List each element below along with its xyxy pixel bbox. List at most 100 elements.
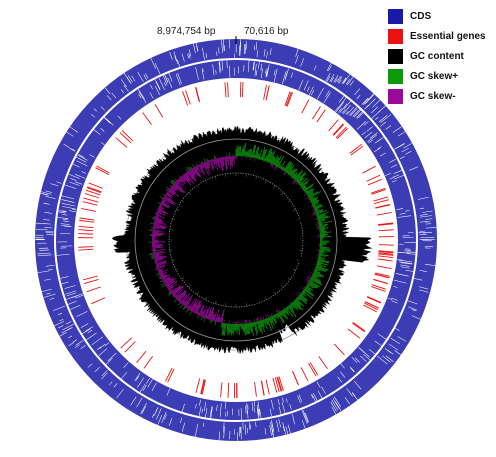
gc-skew-secondary-mark bbox=[295, 182, 298, 185]
essential-gene-mark bbox=[83, 278, 99, 284]
gc-skew-negative-mark bbox=[153, 255, 160, 258]
legend-label-gc-skew-minus: GC skew- bbox=[410, 90, 456, 102]
gc-skew-positive-mark bbox=[314, 269, 318, 272]
gc-skew-positive-mark bbox=[285, 307, 289, 312]
cds-gap-mark bbox=[401, 262, 412, 265]
cds-gap-mark bbox=[313, 65, 317, 71]
cds-gap-mark bbox=[270, 422, 274, 436]
gc-skew-negative-mark bbox=[163, 197, 174, 204]
gc-skew-negative-mark bbox=[174, 182, 185, 193]
essential-gene-mark bbox=[87, 186, 102, 193]
cds-gap-mark bbox=[77, 154, 88, 161]
gc-skew-negative-mark bbox=[170, 186, 177, 191]
gc-skew-positive-mark bbox=[261, 149, 266, 161]
gc-skew-positive-mark bbox=[254, 147, 258, 159]
gc-skew-negative-mark bbox=[201, 309, 206, 317]
essential-gene-mark bbox=[86, 286, 102, 293]
essential-gene-mark bbox=[278, 376, 284, 391]
cds-gap-mark bbox=[123, 84, 129, 92]
essential-gene-mark bbox=[352, 322, 365, 333]
essential-gene-mark bbox=[350, 145, 364, 156]
gc-skew-positive-mark bbox=[295, 172, 306, 182]
gc-skew-secondary-mark bbox=[292, 179, 295, 183]
cds-gap-mark bbox=[313, 392, 318, 401]
cds-gap-mark bbox=[368, 139, 374, 144]
gc-skew-negative-mark bbox=[173, 294, 177, 297]
cds-gap-mark bbox=[397, 336, 407, 342]
gc-skew-positive-mark bbox=[270, 155, 275, 164]
gc-skew-positive-mark bbox=[297, 296, 302, 301]
cds-gap-mark bbox=[75, 181, 83, 185]
cds-gap-mark bbox=[419, 289, 429, 293]
cds-gap-mark bbox=[35, 222, 46, 225]
gc-skew-positive-mark bbox=[250, 322, 254, 336]
gc-skew-positive-mark bbox=[317, 220, 325, 223]
gc-skew-positive-mark bbox=[281, 310, 289, 320]
essential-gene-mark bbox=[333, 343, 345, 356]
gc-skew-negative-mark bbox=[170, 285, 181, 294]
gc-skew-secondary-mark bbox=[308, 198, 310, 201]
cds-gap-mark bbox=[291, 414, 294, 419]
gc-skew-positive-mark bbox=[307, 193, 314, 197]
gc-skew-negative-mark bbox=[183, 301, 187, 306]
gc-skew-secondary-mark bbox=[264, 314, 268, 319]
cds-gap-mark bbox=[134, 373, 141, 382]
gc-skew-secondary-mark bbox=[283, 172, 287, 176]
gc-skew-negative-mark bbox=[181, 175, 186, 181]
gc-skew-negative-mark bbox=[177, 290, 187, 301]
gc-skew-negative-mark bbox=[159, 205, 162, 207]
gc-skew-positive-mark bbox=[284, 308, 290, 316]
essential-gene-mark bbox=[333, 124, 345, 136]
cds-gap-mark bbox=[46, 264, 55, 267]
cds-gap-mark bbox=[175, 73, 181, 86]
cds-gap-mark bbox=[121, 371, 128, 379]
gc-skew-secondary-mark bbox=[270, 313, 273, 316]
cds-gap-mark bbox=[282, 425, 285, 431]
gc-skew-positive-mark bbox=[316, 213, 320, 216]
essential-gene-mark bbox=[378, 250, 394, 253]
cds-gap-mark bbox=[325, 73, 331, 82]
cds-gap-mark bbox=[360, 355, 367, 362]
cds-gap-mark bbox=[67, 301, 77, 305]
cds-gap-mark bbox=[269, 48, 272, 56]
gc-skew-negative-mark bbox=[179, 299, 182, 303]
gc-skew-positive-mark bbox=[248, 322, 251, 331]
gc-skew-secondary-mark bbox=[297, 184, 300, 186]
cds-gap-mark bbox=[219, 61, 221, 72]
essential-gene-mark bbox=[79, 219, 95, 223]
scale-major-tick bbox=[195, 185, 201, 192]
gc-skew-negative-mark bbox=[167, 285, 174, 290]
gc-skew-positive-mark bbox=[318, 220, 333, 225]
gc-skew-negative-mark bbox=[218, 317, 221, 323]
cds-gap-mark bbox=[257, 409, 259, 417]
gc-skew-negative-mark bbox=[156, 210, 162, 213]
gc-skew-positive-mark bbox=[314, 268, 321, 272]
gc-skew-negative-mark bbox=[161, 199, 169, 204]
essential-gene-mark bbox=[195, 378, 201, 393]
essential-gene-mark bbox=[366, 174, 381, 182]
cds-gap-mark bbox=[167, 77, 173, 89]
cds-gap-mark bbox=[151, 413, 155, 418]
gc-skew-positive-mark bbox=[279, 311, 284, 317]
gc-skew-secondary-mark bbox=[192, 164, 195, 168]
cds-gap-mark bbox=[202, 47, 205, 60]
cds-gap-mark bbox=[390, 164, 398, 168]
cds-gap-mark bbox=[223, 422, 225, 433]
gc-skew-positive-mark bbox=[292, 172, 298, 179]
cds-gap-mark bbox=[367, 93, 375, 101]
gc-skew-positive-mark bbox=[283, 308, 288, 315]
cds-gap-mark bbox=[273, 70, 276, 76]
cds-gap-mark bbox=[385, 173, 391, 176]
essential-gene-mark bbox=[285, 91, 292, 107]
gc-skew-positive-mark bbox=[244, 323, 247, 335]
cds-gap-mark bbox=[422, 210, 433, 213]
gc-skew-negative-mark bbox=[185, 172, 195, 184]
gc-skew-positive-mark bbox=[310, 196, 319, 202]
gc-skew-positive-mark bbox=[268, 152, 274, 163]
essential-gene-mark bbox=[84, 193, 100, 199]
cds-gap-mark bbox=[400, 264, 410, 267]
gc-skew-positive-mark bbox=[315, 267, 326, 272]
cds-gap-mark bbox=[150, 57, 156, 69]
gc-skew-positive-mark bbox=[318, 225, 327, 228]
gc-skew-positive-mark bbox=[312, 204, 316, 207]
